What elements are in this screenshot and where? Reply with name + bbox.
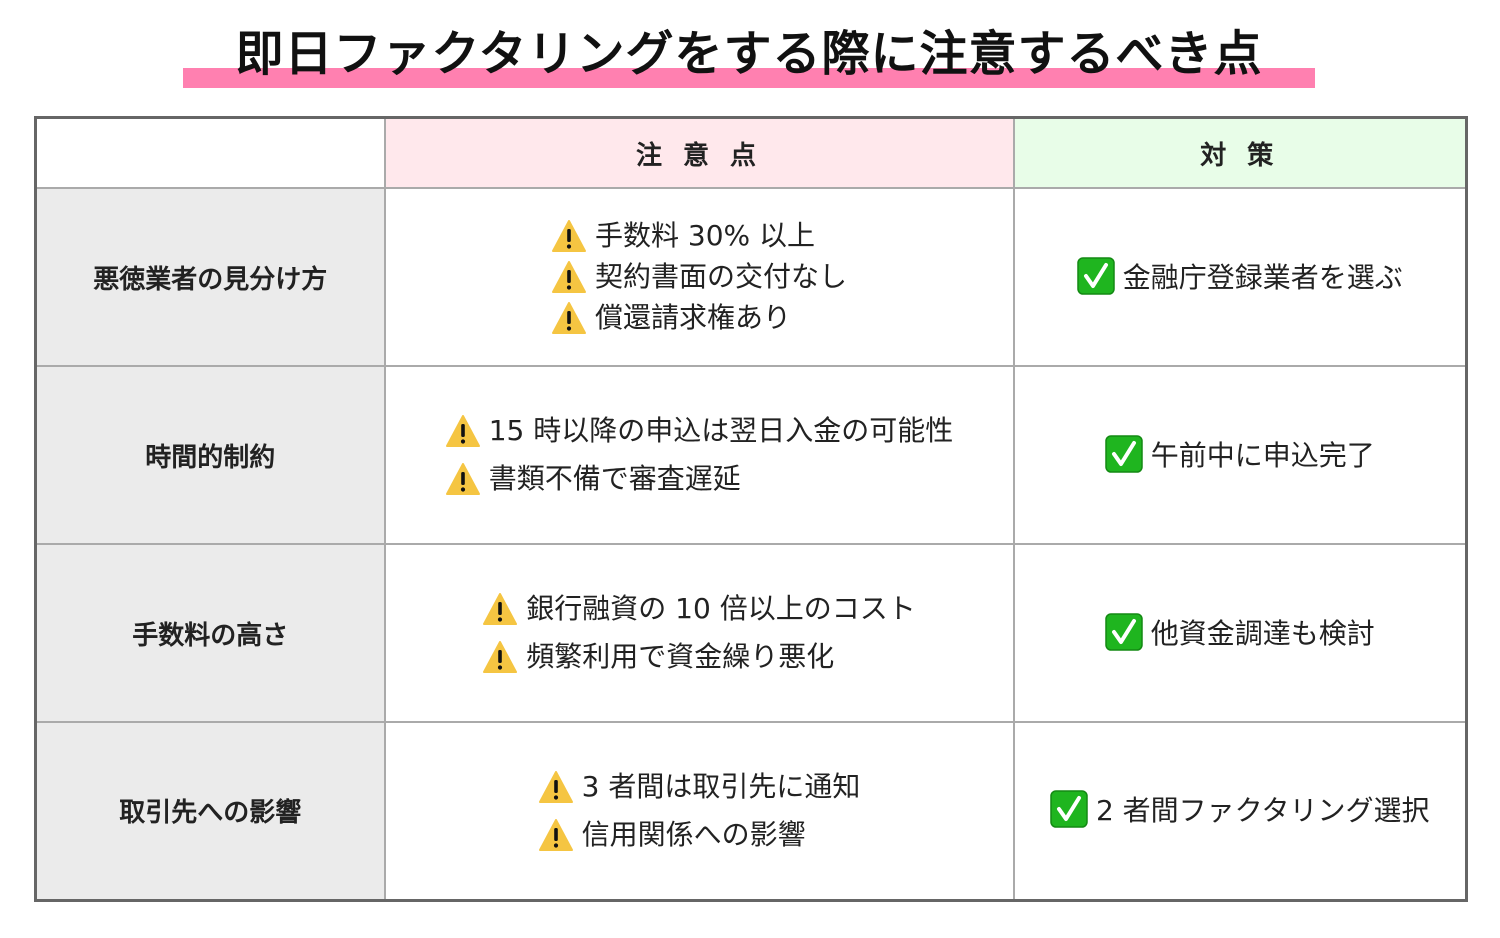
measure-item: 金融庁登録業者を選ぶ: [1076, 256, 1403, 296]
warning-icon: [538, 818, 573, 851]
measure-text: 午前中に申込完了: [1150, 438, 1375, 472]
warning-icon: [483, 641, 518, 673]
check-mark-button-icon: [1104, 434, 1143, 473]
table-row: 時間的制約 15 時以降の申込は翌日入金の可能性 書類不備で審査遅延 午前中に申込…: [34, 365, 1468, 545]
row-header: 手数料の高さ: [34, 543, 386, 723]
table-row: 悪徳業者の見分け方 手数料 30% 以上 契約書面の交付なし 償還請求権あり 金融庁…: [34, 187, 1468, 367]
title-block: 即日ファクタリングをする際に注意するべき点: [183, 14, 1315, 88]
caution-cell: 15 時以降の申込は翌日入金の可能性 書類不備で審査遅延: [383, 365, 1015, 545]
measure-text: 2 者間ファクタリング選択: [1095, 794, 1430, 828]
warning-icon: [445, 463, 480, 495]
header-row: 注 意 点 対 策: [34, 116, 1468, 189]
caution-cell: 手数料 30% 以上 契約書面の交付なし 償還請求権あり: [383, 187, 1015, 367]
warning-icon: [551, 220, 586, 252]
caution-item: 書類不備で審査遅延: [445, 462, 954, 496]
measure-cell: 金融庁登録業者を選ぶ: [1012, 187, 1468, 367]
caution-text: 書類不備で審査遅延: [488, 462, 741, 495]
header-caution: 注 意 点: [383, 116, 1015, 189]
caution-table: 注 意 点 対 策 悪徳業者の見分け方 手数料 30% 以上 契約書面の交付なし償…: [34, 116, 1468, 902]
measure-cell: 2 者間ファクタリング選択: [1012, 721, 1468, 901]
header-blank: [34, 116, 386, 189]
warning-icon: [445, 415, 480, 447]
caution-item: 頻繁利用で資金繰り悪化: [482, 640, 915, 674]
caution-text: 銀行融資の 10 倍以上のコスト: [526, 592, 916, 625]
caution-text: 頻繁利用で資金繰り悪化: [526, 640, 835, 673]
measure-item: 2 者間ファクタリング選択: [1050, 789, 1430, 829]
caution-item: 手数料 30% 以上: [551, 219, 847, 253]
warning-icon: [551, 261, 586, 293]
caution-text: 15 時以降の申込は翌日入金の可能性: [488, 414, 954, 447]
row-header: 時間的制約: [34, 365, 386, 545]
header-measure: 対 策: [1012, 116, 1468, 189]
measure-text: 金融庁登録業者を選ぶ: [1122, 260, 1403, 294]
measure-item: 午前中に申込完了: [1104, 434, 1375, 474]
warning-icon: [538, 770, 573, 803]
check-mark-button-icon: [1104, 612, 1143, 651]
measure-item: 他資金調達も検討: [1104, 612, 1375, 652]
caution-text: 契約書面の交付なし: [594, 260, 847, 293]
caution-text: 3 者間は取引先に通知: [581, 769, 861, 803]
caution-text: 信用関係への影響: [581, 817, 806, 851]
caution-text: 手数料 30% 以上: [594, 219, 816, 252]
measure-cell: 他資金調達も検討: [1012, 543, 1468, 723]
caution-item: 信用関係への影響: [538, 818, 861, 852]
caution-cell: 銀行融資の 10 倍以上のコスト 頻繁利用で資金繰り悪化: [383, 543, 1015, 723]
row-header: 取引先への影響: [34, 721, 386, 901]
warning-icon: [483, 593, 518, 625]
caution-cell: 3 者間は取引先に通知 信用関係への影響: [383, 721, 1015, 901]
warning-icon: [551, 302, 586, 334]
caution-item: 償還請求権あり: [551, 301, 847, 335]
caution-item: 3 者間は取引先に通知: [538, 769, 861, 804]
caution-item: 銀行融資の 10 倍以上のコスト: [482, 592, 916, 626]
table-row: 手数料の高さ 銀行融資の 10 倍以上のコスト 頻繁利用で資金繰り悪化 他資金調達…: [34, 543, 1468, 723]
row-header: 悪徳業者の見分け方: [34, 187, 386, 367]
table-row: 取引先への影響 3 者間は取引先に通知 信用関係への影響 2 者間ファクタリング選…: [34, 721, 1468, 901]
measure-cell: 午前中に申込完了: [1012, 365, 1468, 545]
check-mark-button-icon: [1050, 790, 1088, 828]
title-underline: [183, 68, 1315, 88]
caution-item: 15 時以降の申込は翌日入金の可能性: [445, 414, 954, 448]
caution-text: 償還請求権あり: [594, 301, 791, 334]
check-mark-button-icon: [1076, 256, 1115, 295]
measure-text: 他資金調達も検討: [1150, 616, 1375, 650]
caution-item: 契約書面の交付なし: [551, 260, 847, 294]
page-title: 即日ファクタリングをする際に注意するべき点: [235, 26, 1263, 82]
